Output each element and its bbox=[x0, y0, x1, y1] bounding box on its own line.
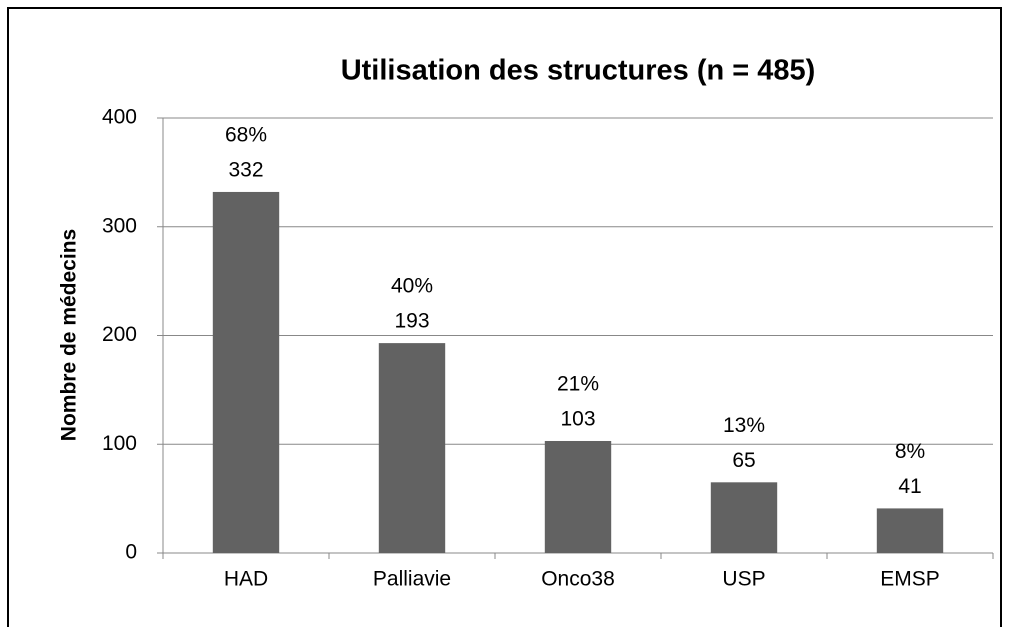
x-tick-label: EMSP bbox=[880, 568, 940, 591]
x-tick-label: HAD bbox=[224, 568, 268, 591]
y-tick-label: 100 bbox=[102, 432, 137, 455]
percent-label: 40% bbox=[391, 275, 433, 298]
value-label: 103 bbox=[560, 408, 595, 431]
percent-label: 8% bbox=[895, 440, 925, 463]
y-tick-label: 400 bbox=[102, 106, 137, 129]
y-tick-label: 0 bbox=[125, 541, 137, 564]
value-label: 41 bbox=[898, 475, 921, 498]
value-label: 193 bbox=[394, 310, 429, 333]
x-tick-label: Palliavie bbox=[373, 568, 451, 591]
bar bbox=[212, 191, 280, 553]
chart-title: Utilisation des structures (n = 485) bbox=[341, 55, 816, 87]
y-tick-label: 200 bbox=[102, 323, 137, 346]
percent-label: 13% bbox=[723, 414, 765, 437]
value-label: 65 bbox=[732, 449, 755, 472]
bar bbox=[876, 508, 944, 553]
x-tick-label: Onco38 bbox=[541, 568, 615, 591]
y-tick-label: 300 bbox=[102, 214, 137, 237]
percent-label: 21% bbox=[557, 373, 599, 396]
bar bbox=[544, 440, 612, 553]
frame bbox=[7, 7, 1002, 627]
x-tick-label: USP bbox=[722, 568, 765, 591]
value-label: 332 bbox=[228, 158, 263, 181]
bar bbox=[378, 343, 446, 553]
y-axis-label: Nombre de médecins bbox=[58, 229, 81, 441]
percent-label: 68% bbox=[225, 123, 267, 146]
bar bbox=[710, 482, 778, 553]
